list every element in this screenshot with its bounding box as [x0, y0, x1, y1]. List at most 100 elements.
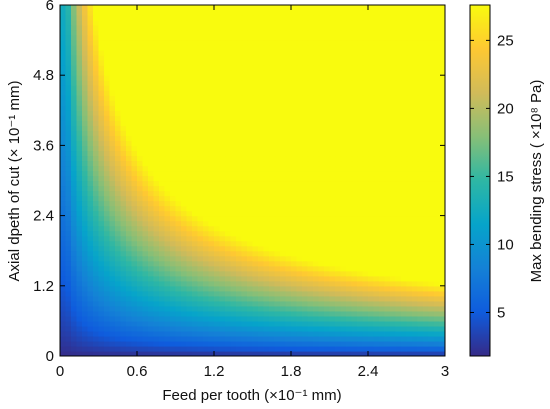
- heatmap-cell: [225, 215, 232, 222]
- heatmap-cell: [197, 55, 204, 61]
- heatmap-cell: [263, 90, 270, 96]
- heatmap-cell: [131, 310, 138, 317]
- heatmap-cell: [384, 345, 391, 352]
- heatmap-cell: [263, 235, 270, 242]
- heatmap-cell: [263, 45, 270, 51]
- heatmap-cell: [159, 10, 166, 16]
- heatmap-cell: [148, 160, 155, 167]
- heatmap-cell: [395, 70, 402, 76]
- heatmap-cell: [395, 290, 402, 297]
- heatmap-cell: [351, 270, 358, 277]
- heatmap-cell: [76, 300, 83, 307]
- heatmap-cell: [82, 80, 89, 86]
- heatmap-cell: [197, 270, 204, 277]
- heatmap-cell: [186, 135, 193, 141]
- heatmap-cell: [120, 40, 127, 46]
- heatmap-cell: [406, 45, 413, 51]
- heatmap-cell: [412, 115, 419, 121]
- heatmap-cell: [423, 290, 430, 297]
- heatmap-cell: [346, 85, 353, 91]
- heatmap-cell: [285, 335, 292, 342]
- heatmap-cell: [280, 175, 287, 182]
- heatmap-cell: [307, 25, 314, 31]
- heatmap-cell: [263, 300, 270, 307]
- heatmap-cell: [120, 110, 127, 116]
- heatmap-cell: [373, 245, 380, 252]
- heatmap-cell: [428, 345, 435, 352]
- heatmap-cell: [318, 135, 325, 141]
- heatmap-cell: [351, 110, 358, 116]
- heatmap-cell: [258, 95, 265, 101]
- heatmap-cell: [109, 255, 116, 262]
- heatmap-cell: [296, 220, 303, 227]
- heatmap-cell: [291, 195, 298, 202]
- heatmap-cell: [269, 165, 276, 172]
- heatmap-cell: [137, 120, 144, 126]
- heatmap-cell: [115, 240, 122, 247]
- heatmap-cell: [335, 175, 342, 182]
- heatmap-cell: [214, 285, 221, 292]
- heatmap-cell: [346, 210, 353, 217]
- heatmap-cell: [417, 175, 424, 182]
- heatmap-cell: [439, 245, 445, 252]
- heatmap-cell: [252, 165, 259, 172]
- heatmap-cell: [82, 260, 89, 267]
- heatmap-cell: [313, 225, 320, 232]
- heatmap-cell: [159, 320, 166, 327]
- heatmap-cell: [153, 115, 160, 121]
- heatmap-cell: [93, 45, 100, 51]
- heatmap-cell: [87, 185, 94, 192]
- heatmap-cell: [329, 80, 336, 86]
- heatmap-cell: [164, 345, 171, 352]
- heatmap-cell: [115, 315, 122, 322]
- heatmap-cell: [131, 130, 138, 136]
- heatmap-cell: [159, 285, 166, 292]
- heatmap-cell: [269, 190, 276, 197]
- heatmap-cell: [357, 135, 364, 141]
- heatmap-cell: [307, 270, 314, 277]
- heatmap-cell: [434, 95, 441, 101]
- heatmap-cell: [401, 70, 408, 76]
- heatmap-cell: [357, 335, 364, 342]
- heatmap-cell: [373, 260, 380, 267]
- heatmap-cell: [109, 100, 116, 106]
- heatmap-cell: [230, 135, 237, 141]
- heatmap-cell: [126, 245, 133, 252]
- heatmap-cell: [291, 25, 298, 31]
- heatmap-cell: [87, 45, 94, 51]
- heatmap-cell: [335, 145, 342, 152]
- heatmap-cell: [214, 190, 221, 197]
- heatmap-cell: [82, 325, 89, 332]
- heatmap-cell: [192, 45, 199, 51]
- heatmap-cell: [379, 135, 386, 141]
- heatmap-cell: [164, 180, 171, 187]
- heatmap-cell: [203, 320, 210, 327]
- heatmap-cell: [417, 45, 424, 51]
- heatmap-cell: [208, 120, 215, 126]
- heatmap-cell: [230, 250, 237, 257]
- heatmap-cell: [137, 215, 144, 222]
- heatmap-cell: [357, 305, 364, 312]
- heatmap-cell: [280, 5, 287, 11]
- heatmap-cell: [104, 100, 111, 106]
- heatmap-cell: [181, 130, 188, 136]
- heatmap-cell: [131, 5, 138, 11]
- heatmap-cell: [412, 260, 419, 267]
- heatmap-cell: [313, 260, 320, 267]
- heatmap-cell: [390, 255, 397, 262]
- heatmap-cell: [307, 85, 314, 91]
- heatmap-cell: [280, 180, 287, 187]
- heatmap-cell: [373, 110, 380, 116]
- heatmap-cell: [71, 205, 78, 212]
- heatmap-cell: [230, 210, 237, 217]
- heatmap-cell: [318, 70, 325, 76]
- heatmap-cell: [417, 80, 424, 86]
- heatmap-cell: [65, 260, 72, 267]
- heatmap-cell: [137, 145, 144, 152]
- heatmap-cell: [362, 305, 369, 312]
- heatmap-cell: [170, 100, 177, 106]
- heatmap-cell: [164, 150, 171, 157]
- heatmap-cell: [230, 305, 237, 312]
- heatmap-cell: [241, 180, 248, 187]
- heatmap-cell: [82, 85, 89, 91]
